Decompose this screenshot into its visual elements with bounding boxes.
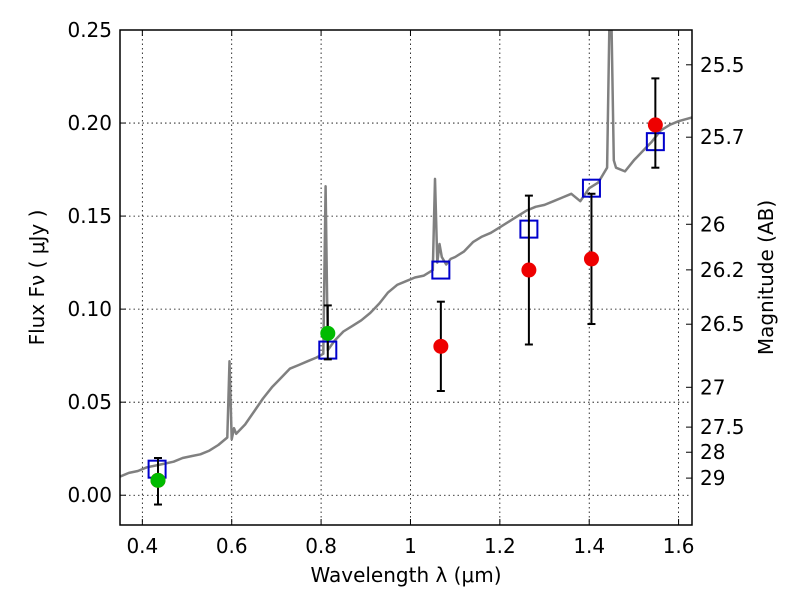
magnitude-tick-label: 27.5: [700, 415, 745, 439]
x-tick-label: 1.2: [484, 534, 516, 558]
y-tick-label: 0.25: [67, 18, 112, 42]
spectrum-line: [120, 30, 692, 478]
x-tick-label: 0.6: [216, 534, 248, 558]
magnitude-tick-label: 26.5: [700, 312, 745, 336]
x-tick-label: 1.6: [663, 534, 695, 558]
y-axis-label-left: Flux Fν ( μJy ): [25, 210, 49, 346]
observed-point: [583, 251, 599, 267]
x-tick-label: 1.4: [573, 534, 605, 558]
observed-point: [521, 262, 537, 278]
x-tick-label: 0.4: [126, 534, 158, 558]
magnitude-tick-label: 25.7: [700, 125, 745, 149]
y-tick-label: 0.10: [67, 297, 112, 321]
magnitude-tick-label: 26.2: [700, 258, 745, 282]
magnitude-tick-label: 29: [700, 466, 725, 490]
observed-point: [150, 472, 166, 488]
x-axis-label: Wavelength λ (μm): [310, 563, 501, 587]
y-tick-label: 0.15: [67, 204, 112, 228]
plot-frame: [119, 29, 693, 526]
x-tick-label: 1: [404, 534, 417, 558]
y-tick-label: 0.00: [67, 483, 112, 507]
x-tick-label: 0.8: [305, 534, 337, 558]
y-axis-label-right: Magnitude (AB): [754, 200, 778, 355]
magnitude-tick-label: 27: [700, 375, 725, 399]
marker-layer: [147, 77, 665, 506]
observed-point: [647, 117, 663, 133]
magnitude-tick-label: 25.5: [700, 53, 745, 77]
ticks: 0.4 0.6 0.8 1 1.2 1.4 1.6 0.00 0.05 0.10 0.15 0.20 0…: [67, 18, 744, 558]
model-square: [431, 260, 451, 280]
observed-point: [433, 338, 449, 354]
spectrum-layer: [120, 30, 692, 478]
y-tick-label: 0.05: [67, 390, 112, 414]
magnitude-tick-label: 28: [700, 440, 725, 464]
magnitude-tick-label: 26: [700, 212, 725, 236]
y-tick-label: 0.20: [67, 111, 112, 135]
observed-point: [320, 325, 336, 341]
